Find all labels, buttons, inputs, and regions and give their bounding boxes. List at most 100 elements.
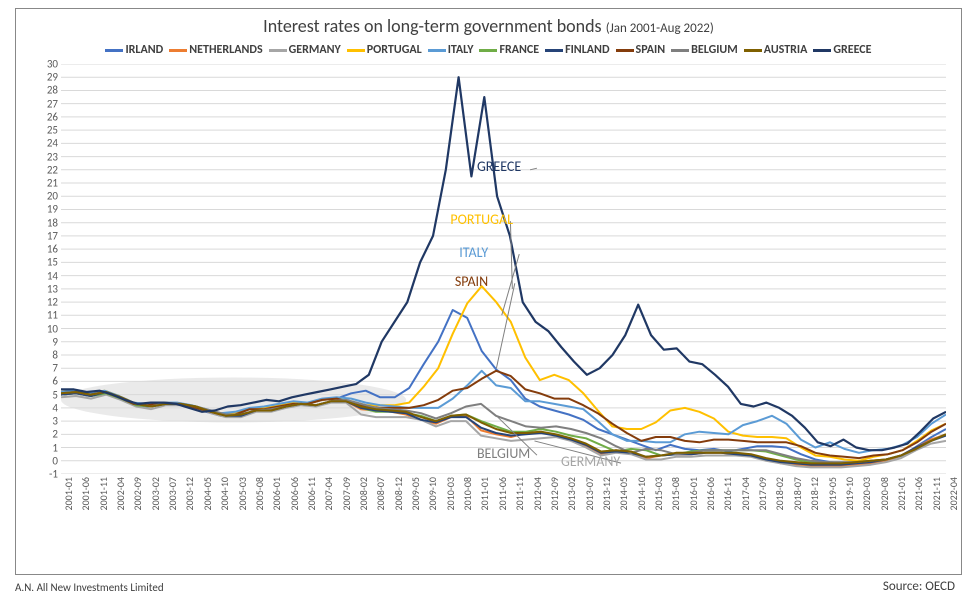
y-tick-label: 12 [47,297,58,308]
x-tick-label: 2003-02 [151,477,161,510]
legend-item: PORTUGAL [347,43,422,57]
y-tick-label: 25 [47,125,58,136]
y-tick-label: 29 [47,72,58,83]
x-tick-label: 2009-10 [428,477,438,510]
y-tick-label: 2 [52,429,58,440]
x-tick-label: 2002-04 [116,477,126,510]
legend-swatch [428,49,446,52]
y-tick-label: 0 [52,455,58,466]
legend-item: NETHERLANDS [169,43,262,57]
x-tick-label: 2021-06 [914,477,924,510]
y-tick-label: 19 [47,204,58,215]
y-tick-label: 22 [47,164,58,175]
y-tick-label: 20 [47,191,58,202]
y-tick-label: 14 [47,270,58,281]
x-tick-label: 2007-04 [324,477,334,510]
x-tick-label: 2017-04 [741,477,751,510]
legend-swatch [269,49,287,52]
x-tick-label: 2015-08 [671,477,681,510]
x-tick-label: 2008-12 [394,477,404,510]
x-tick-label: 2001-01 [64,477,74,510]
y-tick-label: 11 [47,310,58,321]
footer-left: A.N. All New Investments Limited [15,581,164,594]
x-tick-label: 2010-08 [463,477,473,510]
y-tick-label: 8 [52,349,58,360]
y-tick-label: 10 [47,323,58,334]
x-tick-label: 2013-07 [585,477,595,510]
x-tick-label: 2016-01 [689,477,699,510]
x-tick-label: 2001-11 [99,477,109,510]
y-tick-label: 24 [47,138,58,149]
legend-swatch [347,49,365,52]
title-main: Interest rates on long-term government b… [263,15,601,37]
x-tick-label: 2020-08 [880,477,890,510]
x-tick-label: 2018-02 [775,477,785,510]
x-axis: 2001-012001-062001-112002-042002-092003-… [61,477,946,567]
x-tick-label: 2013-02 [567,477,577,510]
x-tick-label: 2019-05 [828,477,838,510]
chart-title: Interest rates on long-term government b… [16,15,961,37]
x-tick-label: 2020-03 [862,477,872,510]
x-tick-label: 2017-09 [758,477,768,510]
x-tick-label: 2021-01 [897,477,907,510]
x-tick-label: 2007-09 [342,477,352,510]
legend-item: ITALY [428,43,474,57]
x-tick-label: 2009-05 [411,477,421,510]
annotation-leader [502,254,520,315]
legend-item: SPAIN [616,43,666,57]
x-tick-label: 2012-09 [550,477,560,510]
legend-label: IRLAND [125,43,163,57]
x-tick-label: 2018-07 [793,477,803,510]
y-tick-label: 5 [52,389,58,400]
y-tick-label: 1 [52,442,58,453]
legend-label: GERMANY [289,43,341,57]
legend-swatch [616,49,634,52]
chart-frame: Interest rates on long-term government b… [15,8,962,575]
legend-item: AUSTRIA [744,43,808,57]
y-tick-label: 28 [47,85,58,96]
title-sub: (Jan 2001-Aug 2022) [606,21,714,36]
x-tick-label: 2003-07 [168,477,178,510]
legend-item: FINLAND [545,43,609,57]
x-tick-label: 2005-08 [255,477,265,510]
legend-swatch [105,49,123,52]
y-tick-label: 7 [52,363,58,374]
y-tick-label: 3 [52,416,58,427]
y-tick-label: 16 [47,244,58,255]
y-tick-label: 9 [52,336,58,347]
legend: IRLANDNETHERLANDSGERMANYPORTUGALITALYFRA… [16,43,961,57]
x-tick-label: 2022-04 [949,477,959,510]
legend-swatch [671,49,689,52]
legend-label: BELGIUM [691,43,738,57]
x-tick-label: 2006-01 [272,477,282,510]
plot-svg [61,64,946,474]
legend-swatch [479,49,497,52]
x-tick-label: 2010-03 [446,477,456,510]
legend-item: BELGIUM [671,43,738,57]
x-tick-label: 2011-06 [498,477,508,510]
x-tick-label: 2004-05 [203,477,213,510]
legend-item: GREECE [813,43,871,57]
legend-label: SPAIN [636,43,666,57]
y-tick-label: 4 [52,402,58,413]
x-tick-label: 2008-02 [359,477,369,510]
x-tick-label: 2015-03 [654,477,664,510]
y-tick-label: 21 [47,178,58,189]
legend-label: FINLAND [565,43,609,57]
x-tick-label: 2001-06 [81,477,91,510]
x-tick-label: 2016-06 [706,477,716,510]
y-tick-label: -1 [49,469,58,480]
y-tick-label: 27 [47,98,58,109]
footer-right: Source: OECD [883,579,955,594]
x-tick-label: 2004-10 [220,477,230,510]
x-tick-label: 2016-11 [723,477,733,510]
y-tick-label: 30 [47,59,58,70]
legend-label: ITALY [448,43,474,57]
x-tick-label: 2014-10 [637,477,647,510]
x-tick-label: 2006-06 [290,477,300,510]
legend-label: PORTUGAL [367,43,422,57]
y-tick-label: 23 [47,151,58,162]
x-tick-label: 2021-11 [932,477,942,510]
legend-label: NETHERLANDS [189,43,262,57]
y-tick-label: 6 [52,376,58,387]
